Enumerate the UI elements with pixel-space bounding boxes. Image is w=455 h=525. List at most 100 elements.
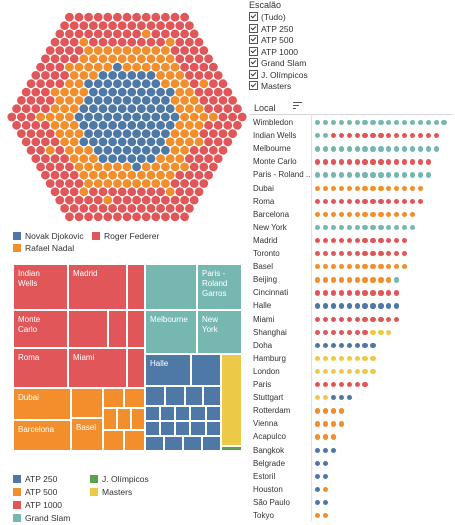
title-dot[interactable] [370, 277, 376, 283]
match-bubble[interactable] [189, 79, 199, 89]
match-bubble[interactable] [108, 137, 117, 147]
match-bubble[interactable] [161, 29, 170, 39]
title-dot[interactable] [330, 434, 337, 440]
local-row[interactable]: Doha [249, 339, 453, 352]
match-bubble[interactable] [165, 71, 175, 80]
match-bubble[interactable] [103, 96, 113, 105]
match-bubble[interactable] [151, 12, 161, 22]
title-dot[interactable] [362, 211, 368, 218]
match-bubble[interactable] [161, 46, 170, 55]
match-bubble[interactable] [137, 154, 146, 164]
match-bubble[interactable] [98, 37, 108, 47]
match-bubble[interactable] [141, 179, 151, 188]
title-dot[interactable] [370, 329, 376, 335]
match-bubble[interactable] [137, 87, 146, 97]
match-bubble[interactable] [117, 120, 127, 130]
treemap-cell[interactable] [103, 388, 124, 408]
match-bubble[interactable] [108, 21, 117, 30]
match-bubble[interactable] [98, 87, 108, 97]
title-dot[interactable] [315, 473, 321, 480]
title-dot[interactable] [378, 146, 384, 152]
title-dot[interactable] [322, 382, 329, 388]
title-dot[interactable] [401, 264, 408, 270]
local-row[interactable]: Madrid [249, 234, 453, 247]
match-bubble[interactable] [98, 120, 108, 130]
title-dot[interactable] [346, 382, 352, 388]
match-bubble[interactable] [127, 54, 137, 64]
match-bubble[interactable] [117, 87, 127, 97]
match-bubble[interactable] [108, 154, 117, 164]
match-bubble[interactable] [165, 170, 175, 180]
match-bubble[interactable] [141, 62, 151, 72]
match-bubble[interactable] [151, 162, 161, 172]
match-bubble[interactable] [161, 112, 170, 122]
match-bubble[interactable] [132, 96, 142, 105]
match-bubble[interactable] [185, 154, 194, 164]
title-dot[interactable] [346, 342, 352, 349]
match-bubble[interactable] [170, 29, 180, 39]
match-bubble[interactable] [204, 120, 214, 130]
match-bubble[interactable] [161, 145, 170, 155]
match-bubble[interactable] [50, 187, 60, 197]
title-dot[interactable] [362, 277, 368, 283]
title-dot[interactable] [322, 185, 329, 191]
match-bubble[interactable] [137, 37, 146, 47]
match-bubble[interactable] [84, 62, 93, 72]
match-bubble[interactable] [141, 12, 151, 22]
match-bubble[interactable] [65, 112, 74, 122]
match-bubble[interactable] [108, 187, 117, 197]
treemap-cell[interactable] [145, 406, 160, 421]
match-bubble[interactable] [194, 104, 204, 114]
title-dot[interactable] [370, 251, 376, 257]
title-dot[interactable] [315, 224, 321, 231]
hex-bubble-chart[interactable] [0, 0, 250, 230]
match-bubble[interactable] [122, 62, 132, 72]
match-bubble[interactable] [213, 120, 223, 130]
match-bubble[interactable] [127, 204, 137, 213]
title-dot[interactable] [401, 224, 408, 231]
title-dot[interactable] [315, 146, 321, 152]
treemap-cell[interactable] [206, 406, 221, 421]
title-dot[interactable] [338, 316, 345, 322]
match-bubble[interactable] [218, 79, 228, 89]
match-bubble[interactable] [151, 212, 161, 222]
match-bubble[interactable] [151, 62, 161, 72]
title-dot[interactable] [338, 172, 345, 178]
match-bubble[interactable] [185, 204, 194, 213]
match-bubble[interactable] [213, 137, 223, 147]
title-dot[interactable] [322, 198, 329, 204]
title-dot[interactable] [362, 172, 368, 178]
title-dot[interactable] [354, 329, 360, 335]
match-bubble[interactable] [74, 62, 84, 72]
title-dot[interactable] [346, 290, 352, 296]
match-bubble[interactable] [170, 46, 180, 55]
title-dot[interactable] [433, 120, 439, 126]
match-bubble[interactable] [31, 104, 41, 114]
match-bubble[interactable] [50, 87, 60, 97]
title-dot[interactable] [401, 251, 408, 257]
title-dot[interactable] [322, 342, 329, 349]
match-bubble[interactable] [17, 129, 26, 139]
title-dot[interactable] [322, 408, 329, 414]
match-bubble[interactable] [180, 179, 190, 188]
match-bubble[interactable] [98, 204, 108, 213]
title-dot[interactable] [386, 329, 392, 335]
match-bubble[interactable] [156, 187, 166, 197]
match-bubble[interactable] [117, 170, 127, 180]
title-dot[interactable] [315, 120, 321, 126]
title-dot[interactable] [338, 198, 345, 204]
match-bubble[interactable] [151, 96, 161, 105]
title-dot[interactable] [370, 198, 376, 204]
match-bubble[interactable] [175, 120, 185, 130]
match-bubble[interactable] [79, 54, 89, 64]
title-dot[interactable] [315, 198, 321, 204]
match-bubble[interactable] [156, 137, 166, 147]
match-bubble[interactable] [194, 170, 204, 180]
match-bubble[interactable] [137, 120, 146, 130]
match-bubble[interactable] [127, 87, 137, 97]
match-bubble[interactable] [45, 145, 55, 155]
match-bubble[interactable] [185, 71, 194, 80]
local-row[interactable]: São Paulo [249, 496, 453, 509]
match-bubble[interactable] [103, 12, 113, 22]
local-row[interactable]: Shanghai [249, 326, 453, 339]
